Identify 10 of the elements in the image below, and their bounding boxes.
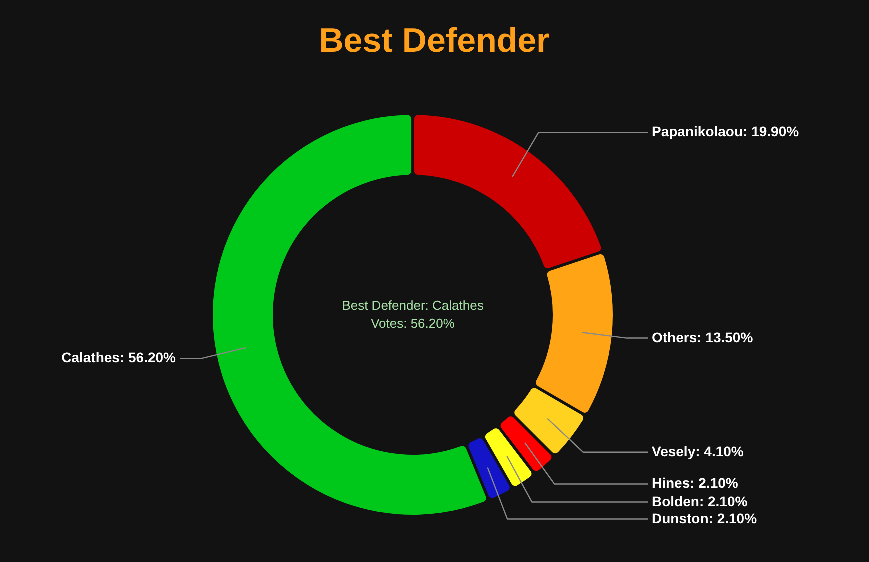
slice-label: Others: 13.50% bbox=[652, 329, 754, 346]
text: Votes: 56.20% bbox=[371, 316, 456, 331]
slice-label: Vesely: 4.10% bbox=[652, 443, 744, 460]
slice-label: Papanikolaou: 19.90% bbox=[652, 124, 800, 140]
slice-label: Calathes: 56.20% bbox=[62, 350, 177, 366]
text: Best Defender: Calathes bbox=[342, 298, 484, 313]
slice-label: Bolden: 2.10% bbox=[652, 493, 748, 510]
slice-label: Dunston: 2.10% bbox=[652, 510, 758, 526]
chart-title: Best Defender bbox=[319, 22, 550, 60]
slice-label: Hines: 2.10% bbox=[652, 475, 739, 492]
